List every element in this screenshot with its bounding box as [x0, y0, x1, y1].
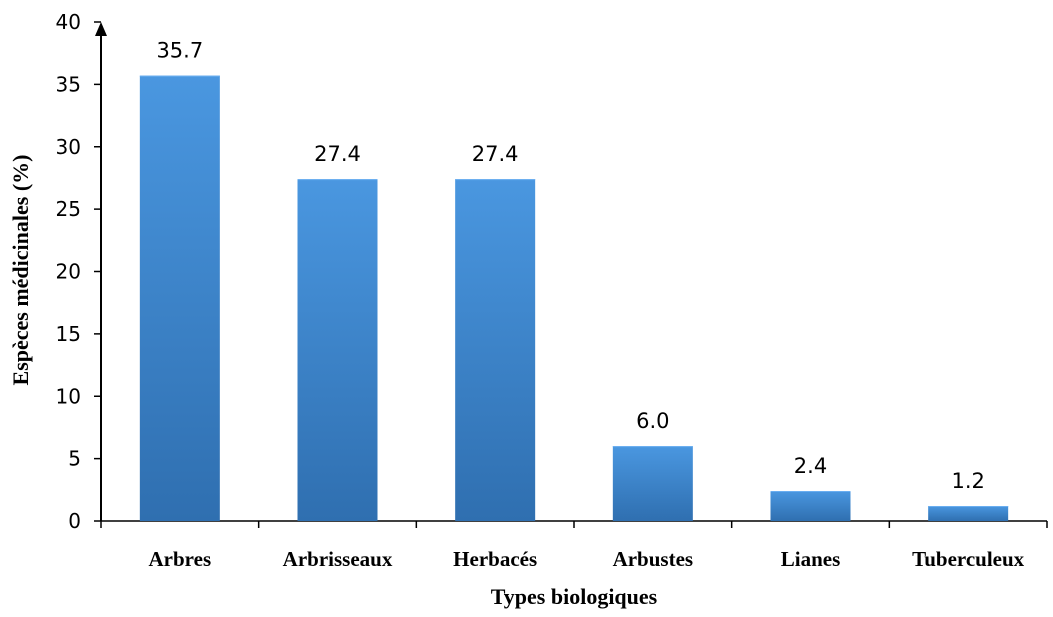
bar-herbacés [455, 179, 536, 521]
bar-arbres [139, 75, 220, 521]
y-tick-label: 25 [56, 197, 81, 221]
category-label: Tuberculeux [912, 547, 1025, 571]
y-tick-label: 15 [56, 322, 81, 346]
x-axis-title: Types biologiques [491, 584, 658, 609]
data-label: 27.4 [472, 142, 519, 166]
category-label: Arbres [149, 547, 212, 571]
y-tick-label: 40 [56, 10, 81, 34]
data-label: 35.7 [156, 39, 203, 63]
data-labels: 35.7 27.4 27.4 6.0 2.4 1.2 [156, 39, 984, 493]
bar-tuberculeux [928, 506, 1009, 521]
data-label: 1.2 [951, 469, 984, 493]
bar-arbustes [612, 446, 693, 521]
bar-lianes [770, 491, 851, 521]
y-axis: 0 5 10 15 20 25 30 35 40 [56, 10, 107, 533]
y-tick-label: 0 [68, 509, 81, 533]
y-tick-label: 35 [56, 72, 81, 96]
category-label: Arbustes [613, 547, 694, 571]
data-label: 2.4 [794, 454, 827, 478]
bars [139, 75, 1009, 521]
category-label: Arbrisseaux [283, 547, 393, 571]
bar-arbrisseaux [297, 179, 378, 521]
y-tick-label: 5 [68, 447, 81, 471]
data-label: 6.0 [636, 409, 669, 433]
category-label: Herbacés [453, 547, 537, 571]
category-label: Lianes [781, 547, 841, 571]
y-tick-label: 30 [56, 135, 81, 159]
y-axis-title: Espèces médicinales (%) [8, 155, 33, 386]
y-axis-arrow-icon [95, 22, 107, 36]
y-tick-label: 20 [56, 260, 81, 284]
x-axis [100, 520, 1048, 528]
y-tick-label: 10 [56, 384, 81, 408]
data-label: 27.4 [314, 142, 361, 166]
category-labels: Arbres Arbrisseaux Herbacés Arbustes Lianes T… [149, 547, 1025, 571]
